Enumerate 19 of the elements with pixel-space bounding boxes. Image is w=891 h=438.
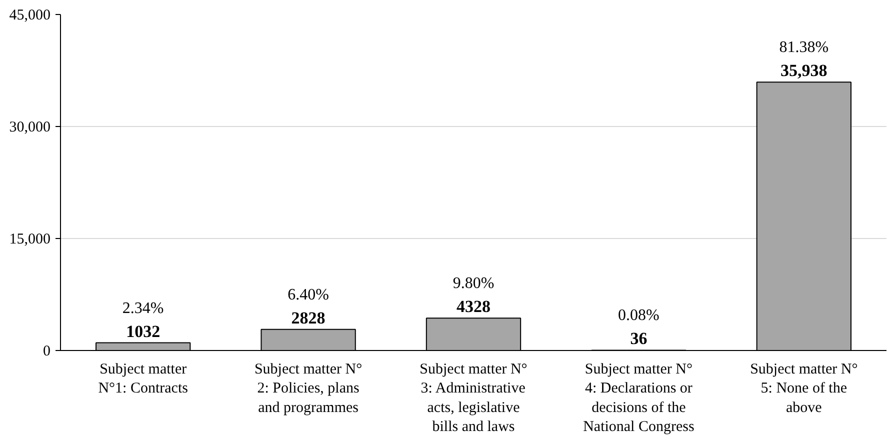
x-tick-label: Subject matter N° 4: Declarations or decisions of the National Congress (583, 362, 694, 436)
data-label: 1032 (126, 322, 160, 341)
data-label: 35,938 (780, 61, 828, 80)
annotation: 9.80% (452, 275, 494, 292)
y-tick-label: 15,000 (9, 232, 50, 248)
data-label: 4328 (456, 297, 490, 316)
y-tick-label: 30,000 (9, 120, 50, 136)
y-tick-label: 0 (43, 344, 50, 360)
data-label: 2828 (291, 308, 326, 328)
x-tick-label: Subject matter N°1: Contracts (98, 362, 188, 397)
y-tick-label: 45,000 (9, 8, 50, 24)
x-tick-label: Subject matter N° 3: Administrative acts, legislative bills and laws (420, 362, 528, 436)
data-label: 36 (630, 329, 648, 348)
annotation: 81.38% (779, 39, 829, 56)
x-tick-label: Subject matter N° 5: None of the above (750, 362, 858, 416)
annotation: 0.08% (618, 307, 660, 324)
x-tick-label: Subject matter N° 2: Policies, plans and programmes (254, 362, 362, 416)
annotation: 2.34% (122, 300, 164, 317)
annotation: 6.40% (288, 286, 329, 304)
